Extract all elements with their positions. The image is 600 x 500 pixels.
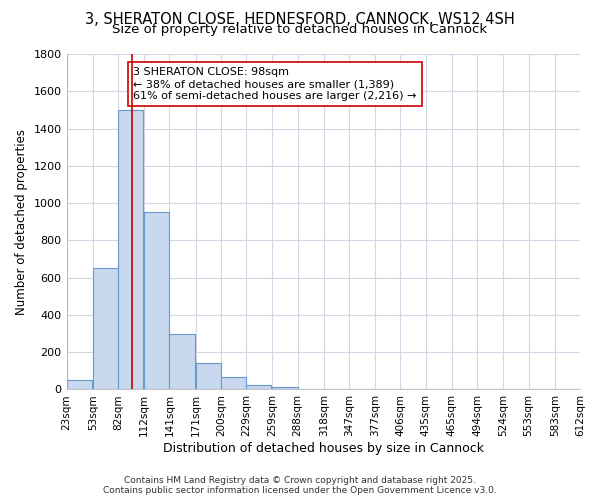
Text: Size of property relative to detached houses in Cannock: Size of property relative to detached ho… <box>112 22 488 36</box>
Bar <box>298 388 323 390</box>
Bar <box>246 385 271 390</box>
Bar <box>196 364 221 390</box>
Y-axis label: Number of detached properties: Number of detached properties <box>15 128 28 314</box>
Bar <box>324 389 349 390</box>
Bar <box>118 110 143 390</box>
Text: Contains HM Land Registry data © Crown copyright and database right 2025.
Contai: Contains HM Land Registry data © Crown c… <box>103 476 497 495</box>
Bar <box>67 380 92 390</box>
Bar <box>144 212 169 390</box>
Bar <box>221 378 246 390</box>
X-axis label: Distribution of detached houses by size in Cannock: Distribution of detached houses by size … <box>163 442 484 455</box>
Bar <box>169 334 194 390</box>
Text: 3 SHERATON CLOSE: 98sqm
← 38% of detached houses are smaller (1,389)
61% of semi: 3 SHERATON CLOSE: 98sqm ← 38% of detache… <box>133 68 416 100</box>
Bar <box>272 386 298 390</box>
Bar <box>92 268 118 390</box>
Bar <box>349 389 374 390</box>
Text: 3, SHERATON CLOSE, HEDNESFORD, CANNOCK, WS12 4SH: 3, SHERATON CLOSE, HEDNESFORD, CANNOCK, … <box>85 12 515 28</box>
